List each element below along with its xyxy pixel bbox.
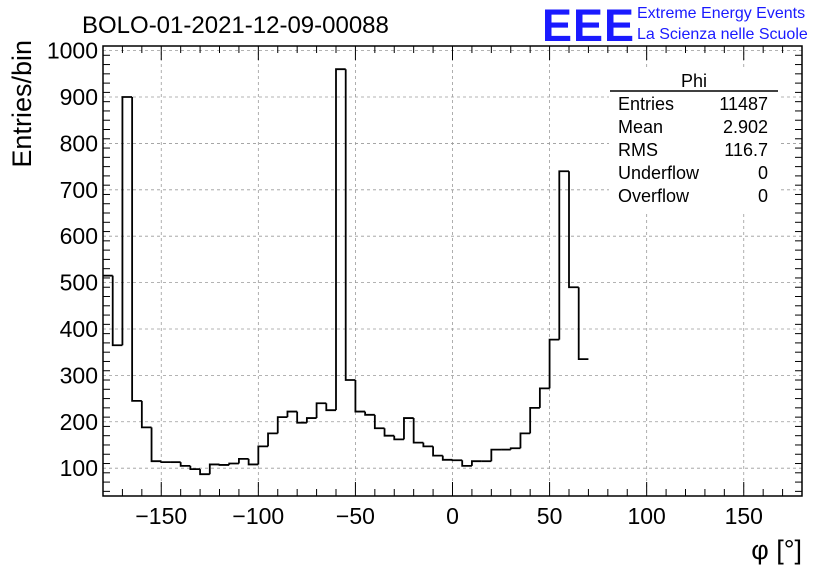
histogram-bin	[228, 462, 239, 465]
histogram-bin	[373, 414, 385, 430]
histogram-bin	[199, 469, 210, 476]
histogram-bin	[461, 460, 472, 467]
y-tick-label: 200	[60, 409, 98, 435]
y-tick-label: 1000	[47, 38, 98, 64]
y-tick-labels: 100 200 300 400 500 600 700 800 900 1000	[47, 38, 98, 482]
y-tick-label: 800	[60, 130, 98, 156]
histogram-bin	[354, 380, 366, 413]
histogram-bin	[548, 338, 560, 389]
stats-box-name: Phi	[681, 71, 707, 91]
histogram-bin	[422, 442, 434, 448]
histogram-bin	[490, 448, 502, 462]
x-tick-label: −150	[135, 503, 187, 529]
stats-label: Mean	[618, 117, 663, 137]
x-tick-labels: −150 −100 −50 0 50 100 150	[135, 503, 763, 529]
histogram-bin	[558, 170, 569, 340]
histogram-bin	[403, 417, 414, 440]
stats-value: 0	[758, 163, 768, 183]
stats-value: 11487	[719, 94, 768, 114]
histogram-bin	[393, 435, 404, 441]
histogram-bin	[344, 69, 356, 381]
histogram-bin	[568, 171, 579, 289]
x-axis-label: φ [°]	[751, 535, 802, 565]
histogram-bin	[160, 461, 171, 464]
histogram-bin	[315, 402, 327, 419]
histogram-bin	[121, 96, 133, 346]
histogram-bin	[296, 411, 307, 424]
histogram-bin	[519, 432, 531, 449]
histogram-bin	[432, 446, 443, 457]
y-tick-label: 700	[60, 177, 98, 203]
histogram-bin	[383, 428, 395, 437]
stats-label: Overflow	[618, 186, 690, 206]
histogram-bin	[509, 447, 521, 450]
y-tick-label: 500	[60, 270, 98, 296]
histogram-bin	[131, 97, 142, 402]
histogram-bin	[238, 457, 249, 464]
histogram-bin	[325, 403, 336, 412]
histogram-bin	[364, 411, 375, 416]
y-tick-label: 400	[60, 316, 98, 342]
logo-line-1: Extreme Energy Events	[637, 5, 805, 22]
x-tick-label: −100	[232, 503, 284, 529]
stats-label: RMS	[618, 140, 658, 160]
axis-ticks	[102, 46, 803, 496]
logo-line-2: La Scienza nelle Scuole	[637, 26, 808, 43]
histogram-bin	[538, 387, 550, 408]
histogram-bin	[441, 455, 453, 461]
eee-logo: EEE Extreme Energy Events La Scienza nel…	[542, 0, 808, 51]
histogram-bars	[103, 68, 589, 476]
histogram-bin	[208, 463, 220, 475]
histogram-bin	[267, 432, 278, 447]
y-axis-label: Entries/bin	[7, 40, 37, 168]
x-tick-label: −50	[336, 503, 375, 529]
stats-box-background	[609, 70, 779, 212]
stats-box: Phi Entries 11487 Mean 2.902 RMS 116.7 Underfl…	[609, 70, 779, 212]
x-tick-label: 100	[627, 503, 665, 529]
histogram-bin	[189, 465, 201, 470]
histogram-bin	[305, 417, 317, 423]
y-tick-label: 300	[60, 362, 98, 388]
stats-label: Entries	[618, 94, 674, 114]
histogram-bin	[471, 460, 482, 466]
y-tick-label: 600	[60, 223, 98, 249]
histogram-bin	[140, 400, 152, 429]
x-tick-label: 0	[446, 503, 459, 529]
stats-rows: Entries 11487 Mean 2.902 RMS 116.7 Underflow 0 O…	[618, 94, 768, 206]
y-tick-label: 900	[60, 84, 98, 110]
histogram-bin	[276, 416, 288, 434]
x-tick-label: 150	[725, 503, 763, 529]
histogram-bin	[286, 410, 298, 418]
histogram-bin	[247, 458, 259, 466]
histogram-bin	[412, 418, 424, 444]
histogram-bin	[111, 275, 123, 347]
histogram-bin	[150, 427, 162, 463]
stats-value: 116.7	[724, 140, 768, 160]
logo-mark: EEE	[542, 0, 635, 51]
stats-value: 0	[758, 186, 768, 206]
y-tick-label: 100	[60, 455, 98, 481]
histogram-bin	[257, 445, 269, 465]
stats-value: 2.902	[723, 117, 768, 137]
histogram-bin	[179, 462, 191, 467]
stats-label: Underflow	[618, 163, 700, 183]
histogram-bin	[529, 406, 540, 434]
chart-title: BOLO-01-2021-12-09-00088	[82, 12, 389, 39]
histogram-bin	[577, 287, 589, 361]
x-tick-label: 50	[537, 503, 563, 529]
histogram-bin	[335, 68, 346, 411]
